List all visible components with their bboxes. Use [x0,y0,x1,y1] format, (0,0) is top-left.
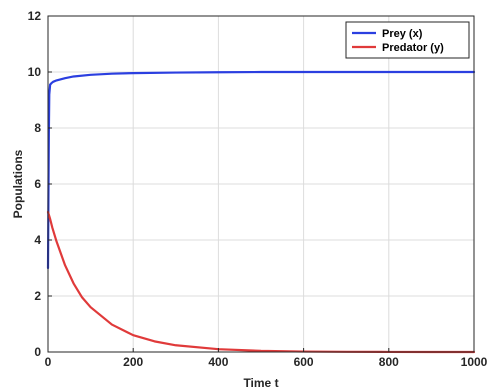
x-tick-label: 200 [123,355,143,369]
x-tick-label: 600 [294,355,314,369]
y-tick-label: 2 [34,289,41,303]
legend: Prey (x) Predator (y) [345,21,470,59]
legend-label: Prey (x) [382,28,423,40]
y-tick-label: 8 [34,121,41,135]
legend-box [345,21,470,59]
x-tick-label: 800 [379,355,399,369]
y-tick-label: 4 [34,233,41,247]
x-axis-title: Time t [243,376,278,390]
x-tick-label: 0 [45,355,52,369]
axis-ticks: 0 200 400 600 800 1000 0 2 4 6 8 10 12 [28,9,488,369]
y-tick-label: 12 [28,9,42,23]
legend-label: Predator (y) [382,42,444,54]
y-tick-label: 6 [34,177,41,191]
y-tick-label: 10 [28,65,42,79]
y-tick-label: 0 [34,345,41,359]
x-tick-label: 1000 [461,355,488,369]
y-axis-title: Populations [11,149,25,218]
x-tick-label: 400 [208,355,228,369]
series-line-prey [46,70,476,270]
